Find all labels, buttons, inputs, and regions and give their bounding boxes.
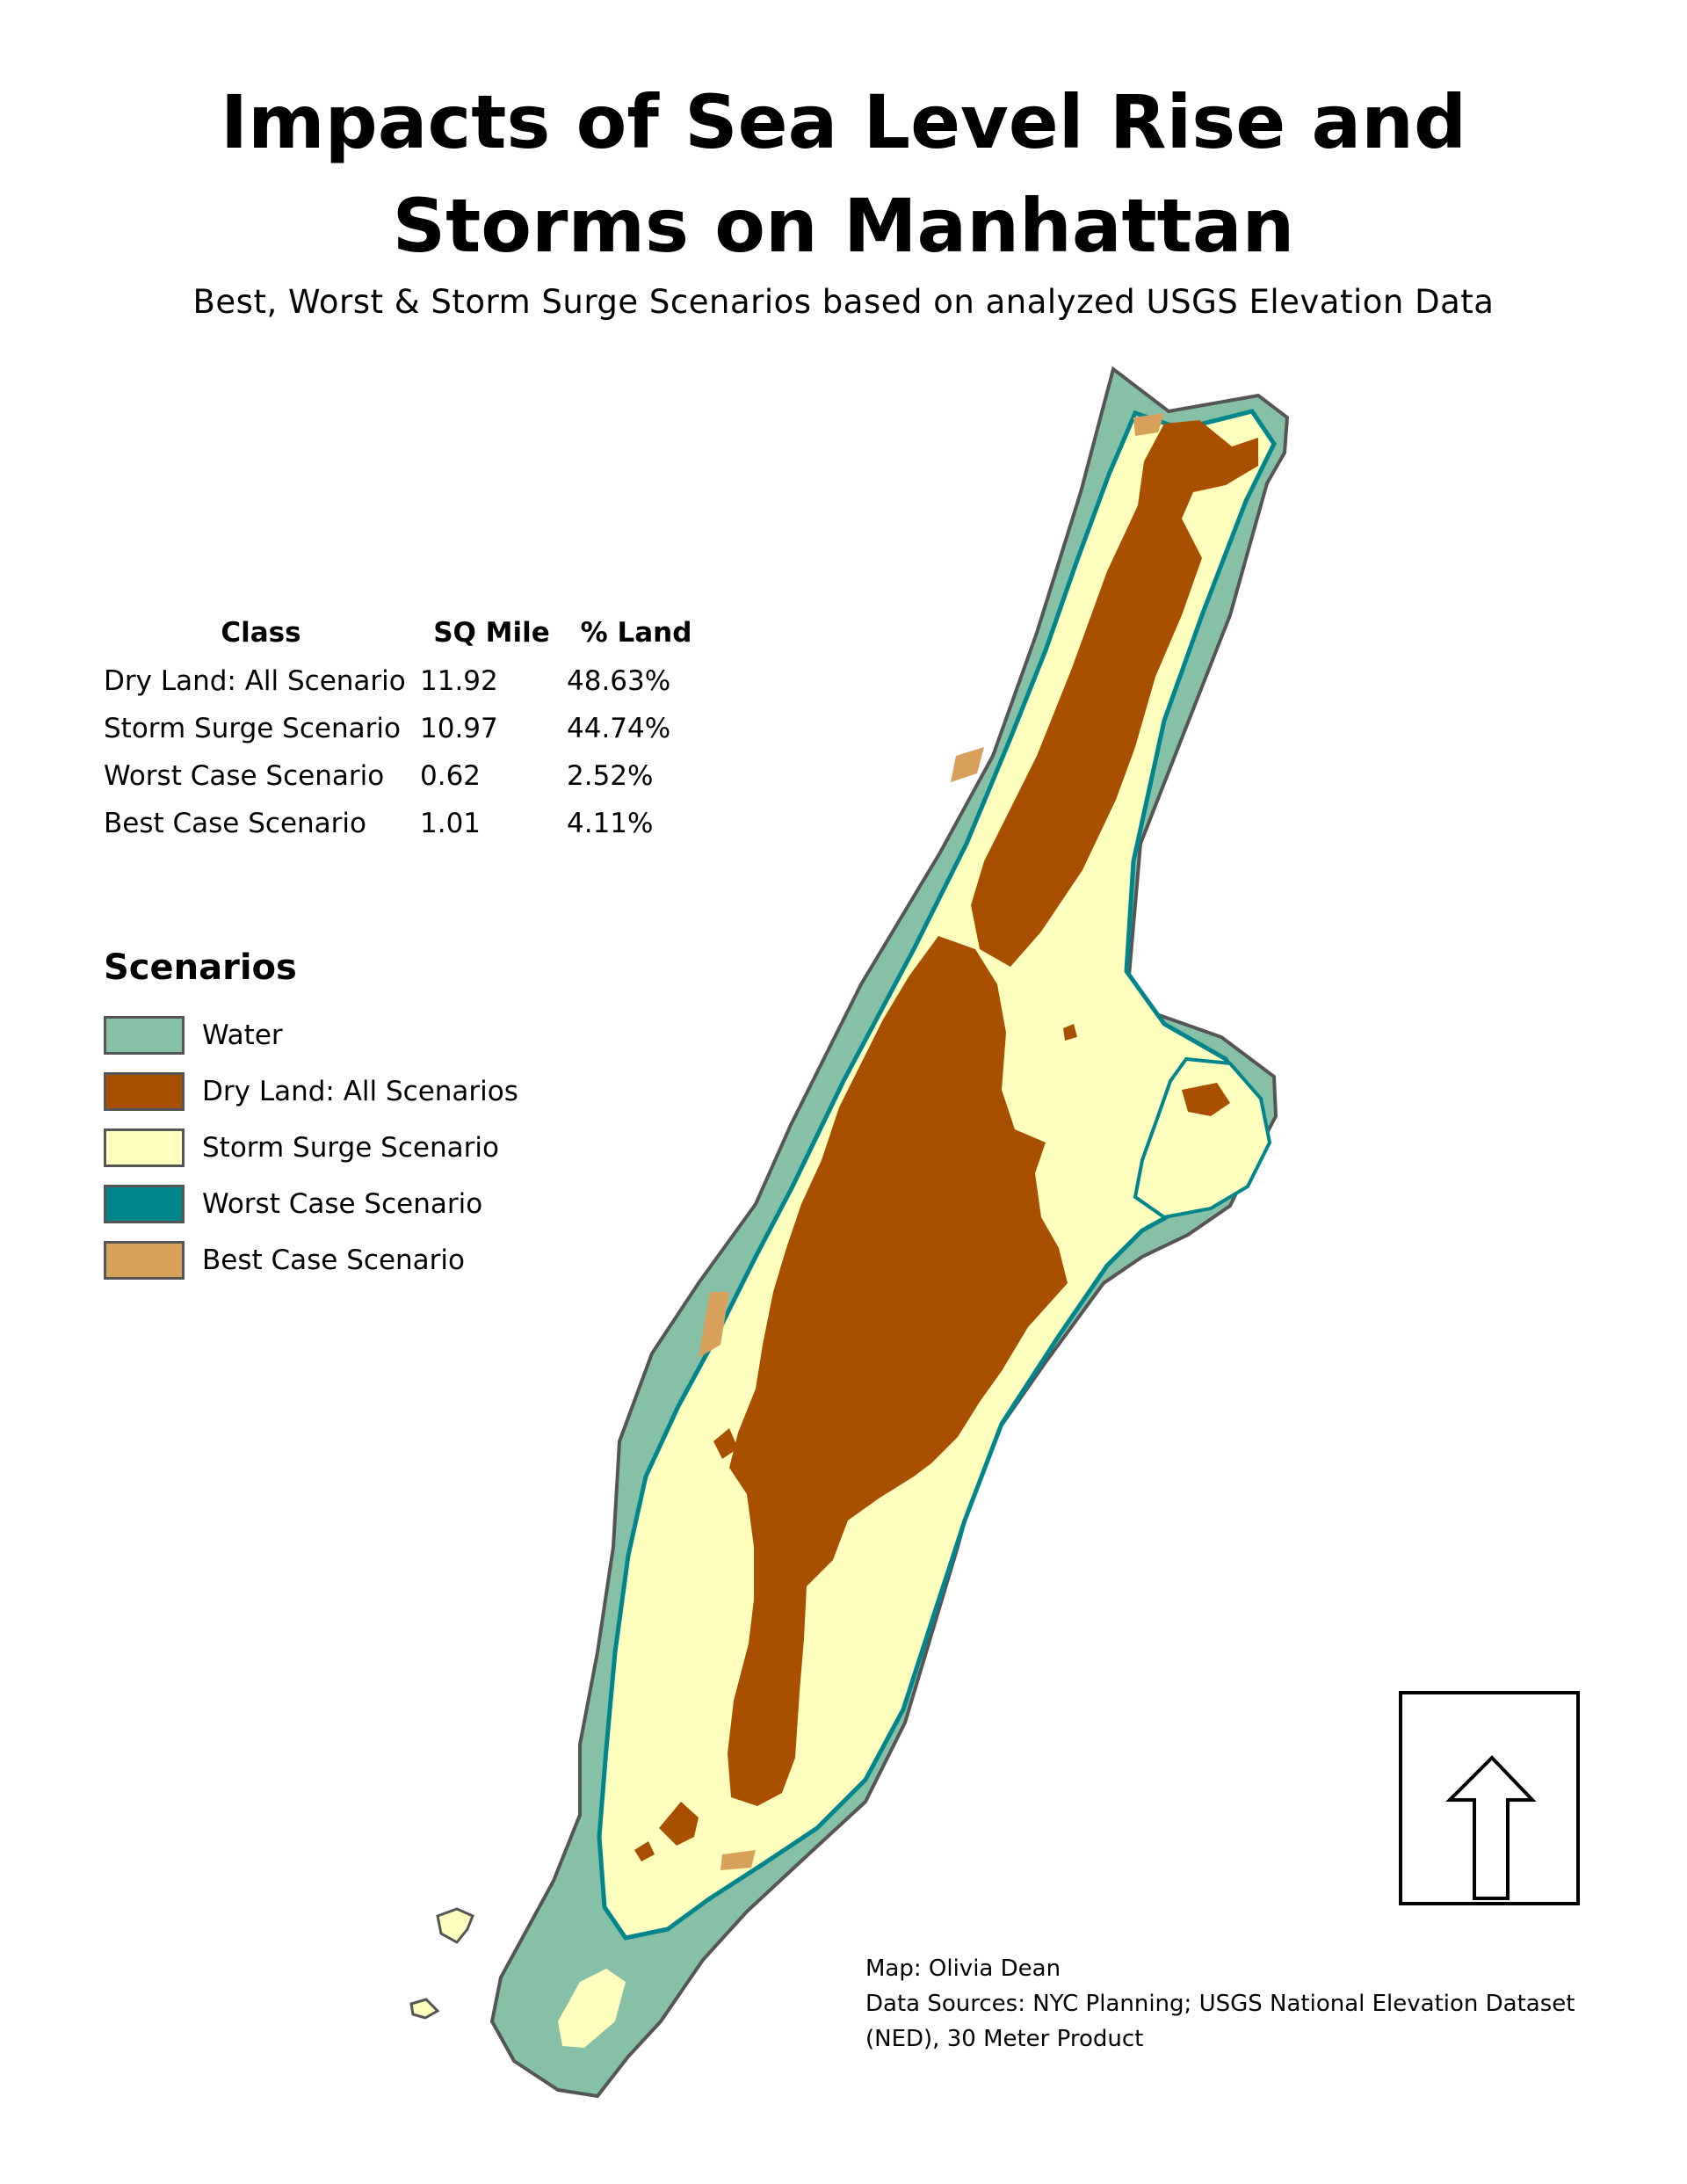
legend-swatch xyxy=(104,1016,185,1055)
stats-class: Worst Case Scenario xyxy=(104,760,385,792)
island-east xyxy=(1133,1056,1272,1220)
legend-label: Storm Surge Scenario xyxy=(202,1132,499,1164)
stats-header-row: Class SQ Mile % Land xyxy=(104,608,707,657)
stats-header-pct-land: % Land xyxy=(580,617,692,649)
stats-pct-land: 48.63% xyxy=(567,665,671,697)
legend-swatch xyxy=(104,1072,185,1111)
stats-header-class: Class xyxy=(221,617,301,649)
dry-land-patch-4 xyxy=(1063,1024,1077,1041)
legend-swatch xyxy=(104,1128,185,1167)
best-case-strip-2 xyxy=(1133,413,1164,436)
best-case-strip-4 xyxy=(720,1850,756,1870)
stats-class: Dry Land: All Scenario xyxy=(104,665,406,697)
map-title-line-2: Storms on Manhattan xyxy=(392,183,1295,269)
stats-header-sq-mile: SQ Mile xyxy=(433,617,550,649)
dry-land-patch-1 xyxy=(659,1802,699,1846)
legend-item-best-case: Best Case Scenario xyxy=(104,1232,518,1288)
legend-item-dry-land: Dry Land: All Scenarios xyxy=(104,1063,518,1120)
north-arrow-frame xyxy=(1399,1691,1580,1905)
stats-pct-land: 44.74% xyxy=(567,713,671,744)
south-tip-surge xyxy=(558,1969,626,2048)
credits-author: Map: Olivia Dean xyxy=(865,1955,1061,1982)
best-case-strip-1 xyxy=(951,747,984,782)
stats-class: Best Case Scenario xyxy=(104,808,366,839)
legend-label: Worst Case Scenario xyxy=(202,1188,483,1220)
north-arrow-icon xyxy=(1445,1755,1537,1900)
island-southwest-1 xyxy=(436,1907,474,1944)
legend: Scenarios Water Dry Land: All Scenarios … xyxy=(104,947,518,1288)
legend-item-water: Water xyxy=(104,1007,518,1063)
dry-land-central xyxy=(728,936,1068,1806)
credits-sources: Data Sources: NYC Planning; USGS Nationa… xyxy=(865,1991,1575,2017)
map-title-line-1: Impacts of Sea Level Rise and xyxy=(220,79,1467,165)
legend-label: Best Case Scenario xyxy=(202,1244,465,1276)
best-case-strip-3 xyxy=(699,1292,729,1358)
map-subtitle: Best, Worst & Storm Surge Scenarios base… xyxy=(192,283,1495,321)
dry-land-patch-2 xyxy=(634,1841,655,1861)
table-row: Best Case Scenario 1.01 4.11% xyxy=(104,800,707,847)
legend-label: Water xyxy=(202,1019,283,1051)
legend-swatch xyxy=(104,1241,185,1280)
stats-sq-mile: 1.01 xyxy=(420,808,481,839)
stats-pct-land: 4.11% xyxy=(567,808,654,839)
credits-sources-cont: (NED), 30 Meter Product xyxy=(865,2026,1144,2052)
stats-pct-land: 2.52% xyxy=(567,760,654,792)
stats-class: Storm Surge Scenario xyxy=(104,713,401,744)
legend-swatch xyxy=(104,1185,185,1223)
dry-land-north xyxy=(971,420,1258,967)
area-statistics-table: Class SQ Mile % Land Dry Land: All Scena… xyxy=(104,608,707,847)
legend-item-storm-surge: Storm Surge Scenario xyxy=(104,1120,518,1176)
island-east-dry xyxy=(1182,1083,1230,1116)
stats-sq-mile: 11.92 xyxy=(420,665,498,697)
table-row: Storm Surge Scenario 10.97 44.74% xyxy=(104,705,707,752)
dry-land-patch-3 xyxy=(713,1428,738,1459)
legend-item-worst-case: Worst Case Scenario xyxy=(104,1176,518,1232)
map-title: Impacts of Sea Level Rise and Storms on … xyxy=(0,70,1687,278)
map-credits: Map: Olivia Dean Data Sources: NYC Plann… xyxy=(865,1951,1575,2057)
legend-label: Dry Land: All Scenarios xyxy=(202,1076,518,1107)
stats-sq-mile: 10.97 xyxy=(420,713,498,744)
table-row: Worst Case Scenario 0.62 2.52% xyxy=(104,752,707,800)
legend-title: Scenarios xyxy=(104,947,297,988)
stats-sq-mile: 0.62 xyxy=(420,760,481,792)
island-southwest-2 xyxy=(409,1998,440,2020)
table-row: Dry Land: All Scenario 11.92 48.63% xyxy=(104,657,707,705)
